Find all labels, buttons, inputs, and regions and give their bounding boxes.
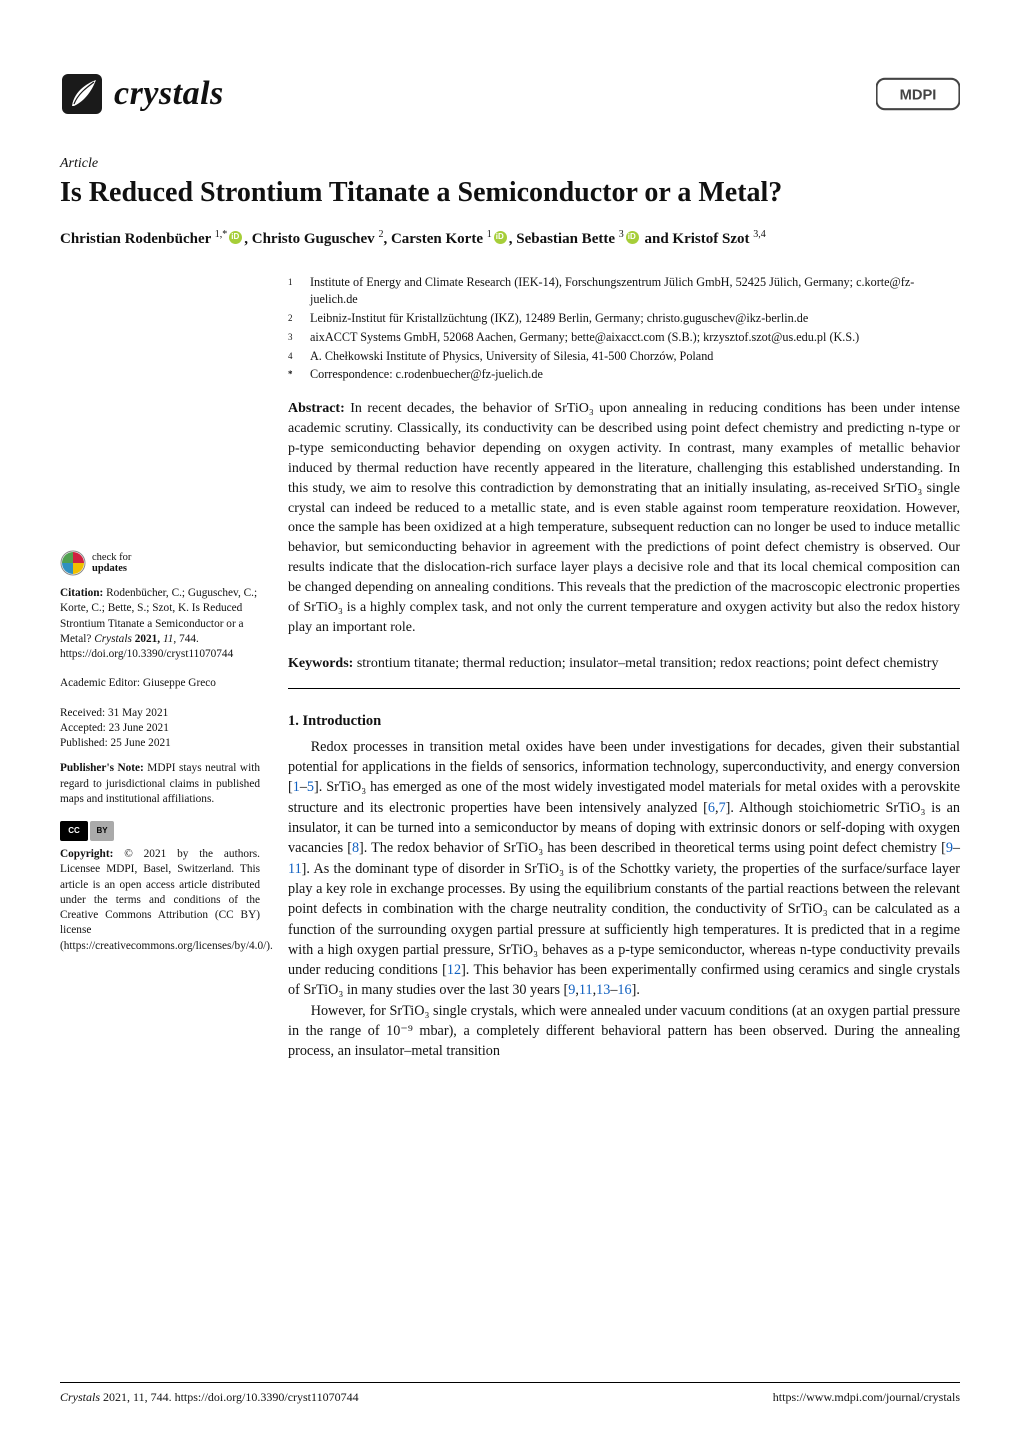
abstract-label: Abstract: — [288, 401, 345, 416]
ref-link[interactable]: 13 — [596, 982, 610, 998]
section-heading: 1. Introduction — [288, 711, 960, 731]
author-5: and Kristof Szot — [641, 231, 754, 247]
author-4: , Sebastian Bette — [509, 231, 619, 247]
citation-year: 2021, — [132, 633, 163, 645]
publishers-note: Publisher's Note: MDPI stays neutral wit… — [60, 761, 260, 807]
affiliation-row: 4 A. Chełkowski Institute of Physics, Uni… — [288, 348, 960, 365]
ref-link[interactable]: 12 — [447, 962, 461, 978]
affil-text: Correspondence: c.rodenbuecher@fz-juelic… — [310, 366, 543, 383]
article-type: Article — [60, 154, 960, 174]
page-header: crystals MDPI — [60, 70, 960, 118]
keywords: Keywords: strontium titanate; thermal re… — [288, 654, 960, 674]
separator — [288, 688, 960, 689]
author-4-sup: 3 — [619, 229, 624, 240]
affil-num: 4 — [288, 348, 300, 365]
check-updates-badge[interactable]: check for updates — [60, 550, 260, 576]
citation-journal: Crystals — [94, 633, 132, 645]
author-line: Christian Rodenbücher 1,*, Christo Gugus… — [60, 228, 960, 250]
ref-link[interactable]: 9 — [946, 840, 953, 856]
page-footer: Crystals 2021, 11, 744. https://doi.org/… — [60, 1382, 960, 1406]
journal-logo: crystals — [60, 70, 224, 118]
author-1: Christian Rodenbücher — [60, 231, 215, 247]
ref-link[interactable]: 16 — [617, 982, 631, 998]
affil-num: 2 — [288, 310, 300, 327]
keywords-text: strontium titanate; thermal reduction; i… — [353, 656, 938, 671]
copyright-text: © 2021 by the authors. Licensee MDPI, Ba… — [60, 848, 273, 952]
footer-left: Crystals 2021, 11, 744. https://doi.org/… — [60, 1389, 359, 1406]
main-column: 1 Institute of Energy and Climate Researc… — [288, 274, 960, 1061]
author-3: , Carsten Korte — [383, 231, 486, 247]
crystals-leaf-icon — [60, 72, 104, 116]
affiliation-row: * Correspondence: c.rodenbuecher@fz-jueli… — [288, 366, 960, 383]
check-updates-line2: updates — [92, 563, 131, 575]
text: ]. The redox behavior of SrTiO₃ has been… — [359, 840, 946, 856]
citation-vol: 11 — [163, 633, 173, 645]
intro-para-2: However, for SrTiO₃ single crystals, whi… — [288, 1001, 960, 1062]
check-updates-line1: check for — [92, 552, 131, 564]
orcid-icon[interactable] — [626, 231, 639, 244]
ref-link[interactable]: 7 — [719, 800, 726, 816]
author-1-star: * — [222, 229, 227, 240]
abstract-text: In recent decades, the behavior of SrTiO… — [288, 401, 960, 635]
author-2: , Christo Guguschev — [244, 231, 378, 247]
ref-link[interactable]: 5 — [307, 779, 314, 795]
received-date: Received: 31 May 2021 — [60, 706, 260, 721]
text: – — [300, 779, 307, 795]
cc-by-badge[interactable]: CC BY — [60, 821, 260, 841]
abstract: Abstract: In recent decades, the behavio… — [288, 399, 960, 638]
affiliation-row: 2 Leibniz-Institut für Kristallzüchtung (… — [288, 310, 960, 327]
pubnote-label: Publisher's Note: — [60, 762, 144, 774]
ref-link[interactable]: 11 — [579, 982, 593, 998]
dates-block: Received: 31 May 2021 Accepted: 23 June … — [60, 706, 260, 752]
affil-num: * — [288, 366, 300, 383]
ref-link[interactable]: 11 — [288, 861, 302, 877]
accepted-date: Accepted: 23 June 2021 — [60, 721, 260, 736]
author-3-sup: 1 — [487, 229, 492, 240]
affil-text: A. Chełkowski Institute of Physics, Univ… — [310, 348, 713, 365]
keywords-label: Keywords: — [288, 656, 353, 671]
journal-name: crystals — [114, 70, 224, 118]
affiliation-row: 3 aixACCT Systems GmbH, 52068 Aachen, Ger… — [288, 329, 960, 346]
affiliations: 1 Institute of Energy and Climate Researc… — [288, 274, 960, 383]
affil-text: Leibniz-Institut für Kristallzüchtung (I… — [310, 310, 808, 327]
body-text: Redox processes in transition metal oxid… — [288, 737, 960, 1062]
affil-text: aixACCT Systems GmbH, 52068 Aachen, Germ… — [310, 329, 859, 346]
check-updates-text: check for updates — [92, 552, 131, 575]
text: ]. As the dominant type of disorder in S… — [288, 861, 960, 978]
text: – — [953, 840, 960, 856]
author-5-sup: 3,4 — [753, 229, 766, 240]
ref-link[interactable]: 6 — [708, 800, 715, 816]
footer-journal: Crystals — [60, 1390, 103, 1404]
affil-num: 3 — [288, 329, 300, 346]
orcid-icon[interactable] — [494, 231, 507, 244]
orcid-icon[interactable] — [229, 231, 242, 244]
article-title: Is Reduced Strontium Titanate a Semicond… — [60, 175, 960, 210]
cc-icon: CC — [60, 821, 88, 841]
mdpi-logo-icon: MDPI — [876, 77, 960, 111]
footer-right[interactable]: https://www.mdpi.com/journal/crystals — [773, 1389, 960, 1406]
affil-num: 1 — [288, 274, 300, 308]
copyright-block: Copyright: © 2021 by the authors. Licens… — [60, 847, 260, 954]
check-updates-icon — [60, 550, 86, 576]
mdpi-text: MDPI — [900, 87, 937, 103]
affil-text: Institute of Energy and Climate Research… — [310, 274, 960, 308]
ref-link[interactable]: 1 — [293, 779, 300, 795]
footer-citation: 2021, 11, 744. https://doi.org/10.3390/c… — [103, 1390, 359, 1404]
citation-label: Citation: — [60, 587, 103, 599]
intro-para-1: Redox processes in transition metal oxid… — [288, 737, 960, 1001]
citation-block: Citation: Rodenbücher, C.; Guguschev, C.… — [60, 586, 260, 662]
affiliation-row: 1 Institute of Energy and Climate Researc… — [288, 274, 960, 308]
published-date: Published: 25 June 2021 — [60, 736, 260, 751]
text: ]. — [632, 982, 640, 998]
copyright-label: Copyright: — [60, 848, 113, 860]
sidebar: check for updates Citation: Rodenbücher,… — [60, 274, 260, 1061]
ref-link[interactable]: 8 — [352, 840, 359, 856]
by-icon: BY — [90, 821, 114, 841]
academic-editor: Academic Editor: Giuseppe Greco — [60, 676, 260, 691]
